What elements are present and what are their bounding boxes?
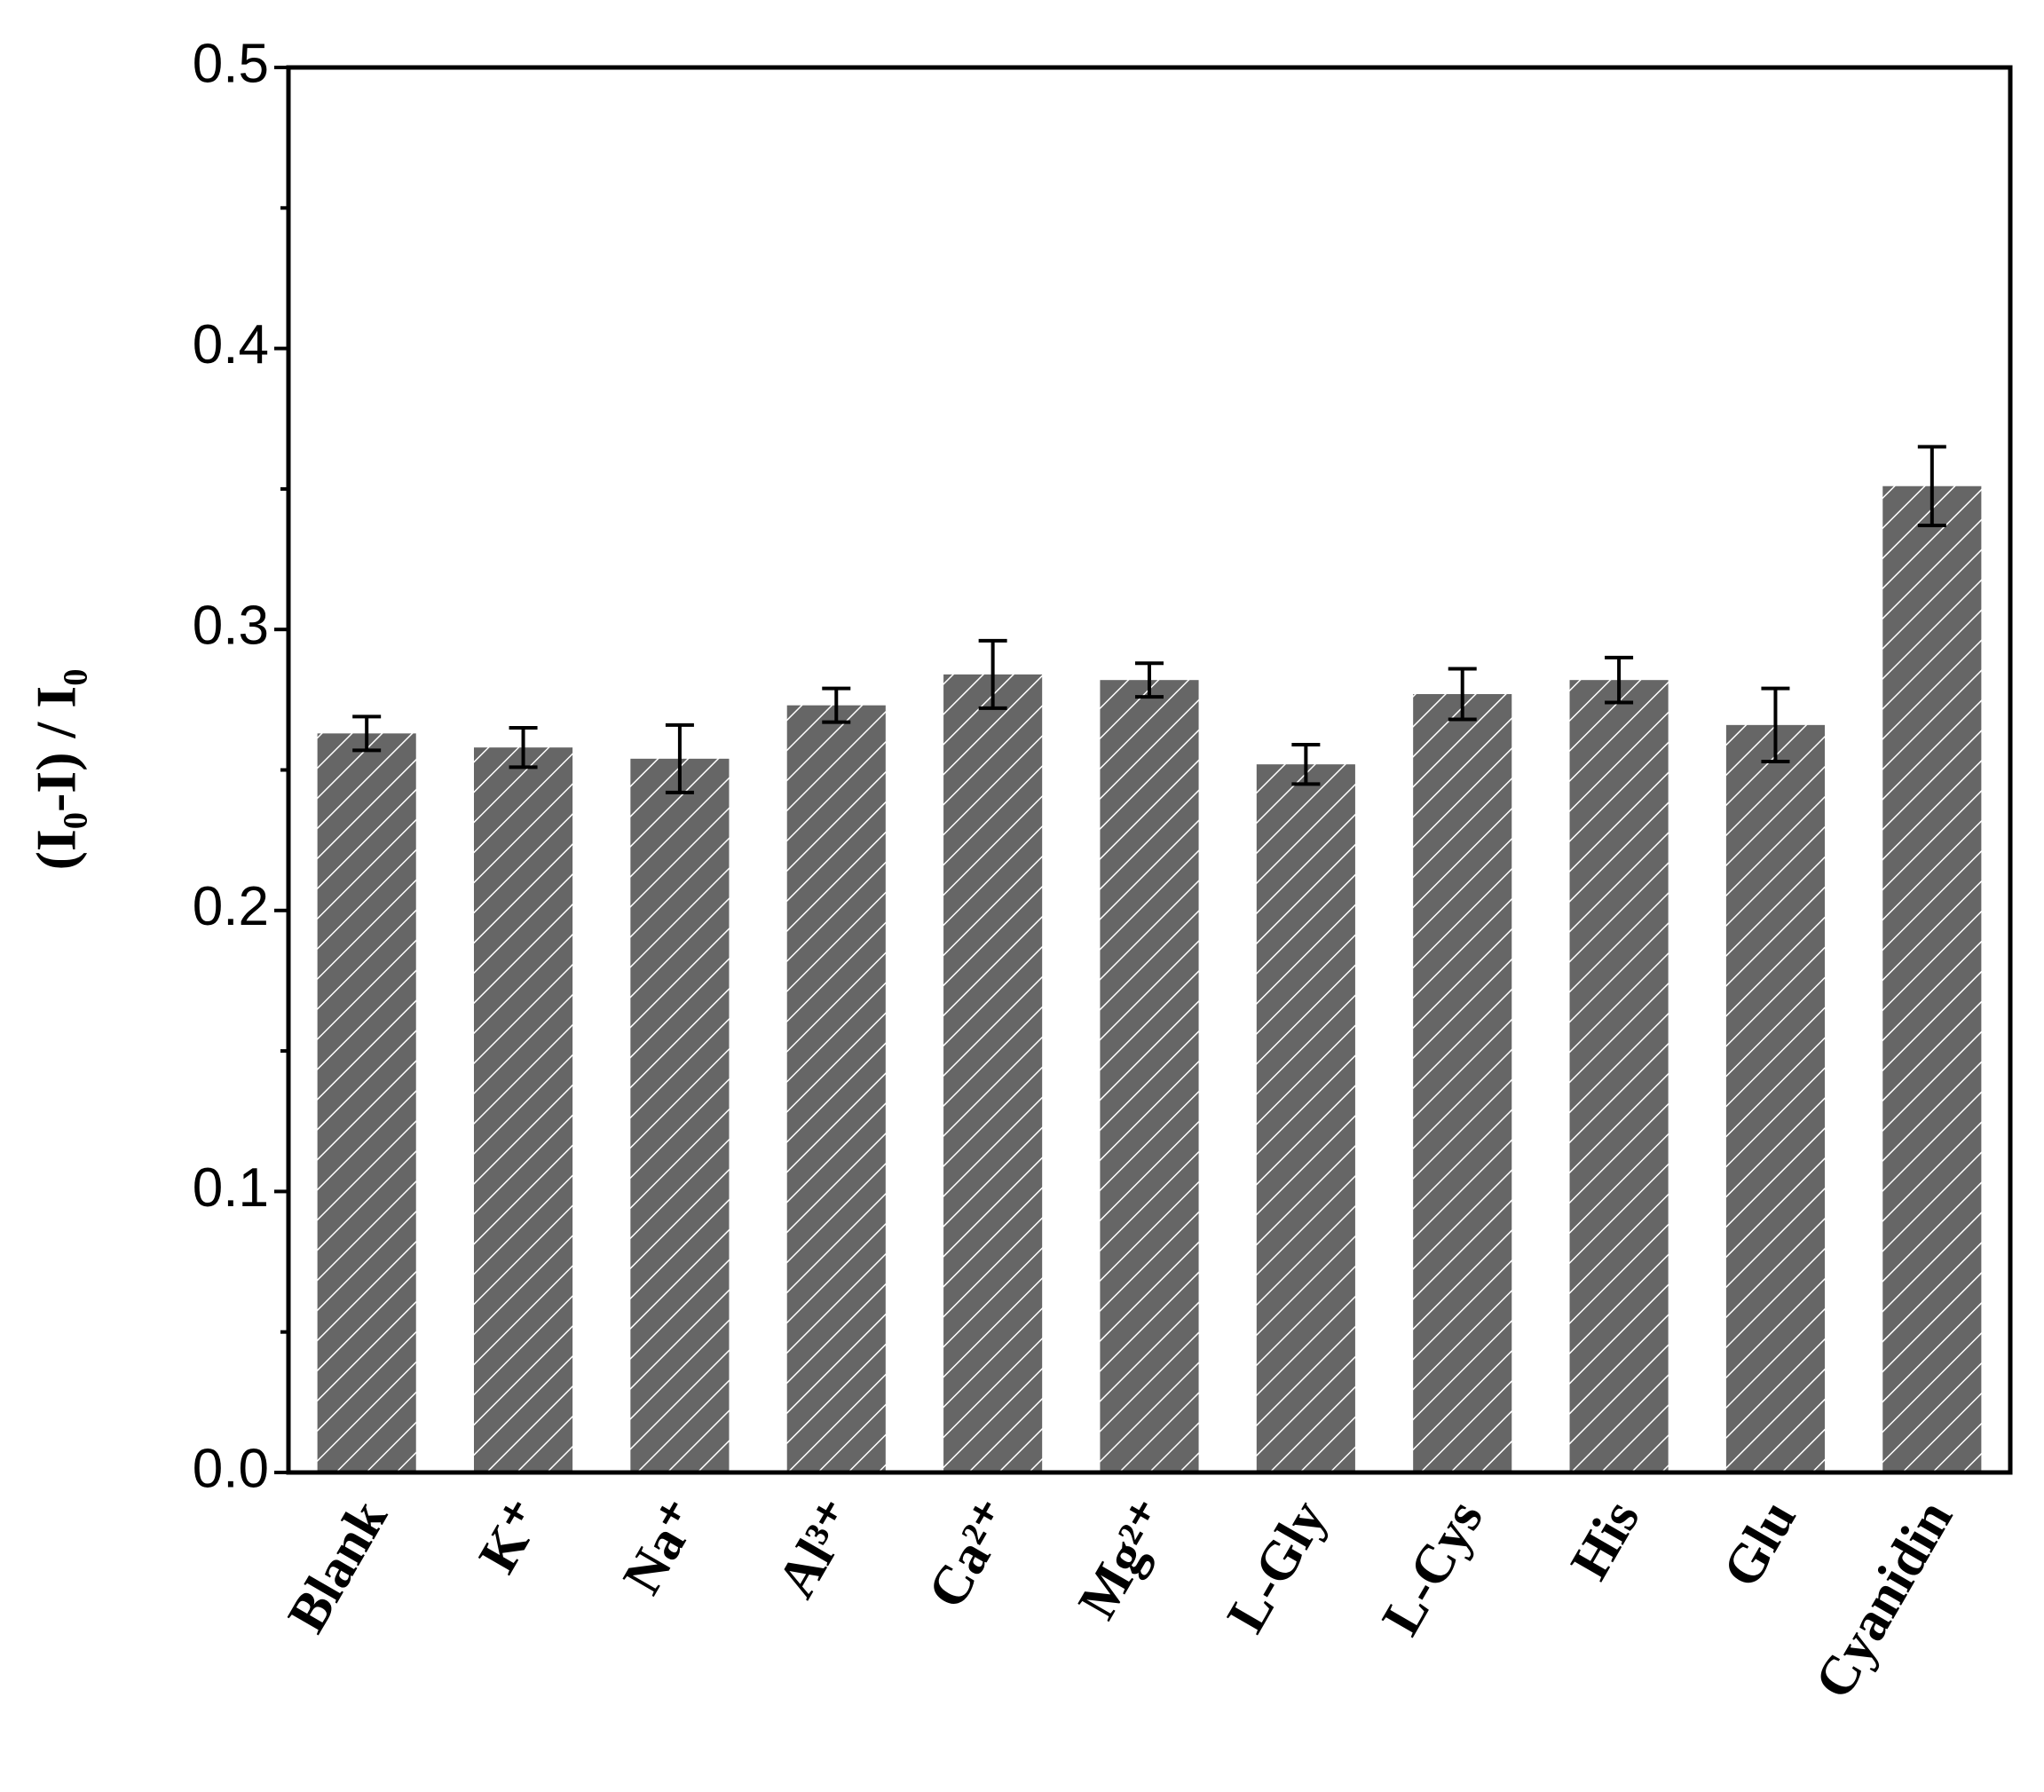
error-bar [1135, 661, 1164, 699]
y-tick-label: 0.2 [193, 876, 269, 937]
bar [473, 747, 573, 1472]
bar [630, 758, 730, 1472]
error-bar [978, 638, 1007, 710]
error-bar [822, 686, 851, 724]
error-bar [1291, 743, 1321, 786]
error-bar [1917, 445, 1946, 528]
bar [1882, 485, 1982, 1472]
y-tick-label: 0.3 [193, 596, 269, 657]
y-tick-label: 0.4 [193, 314, 269, 375]
bar [1413, 694, 1512, 1472]
error-bar [1605, 655, 1634, 705]
error-bar [1761, 686, 1790, 764]
bar [1256, 764, 1355, 1472]
bar [786, 705, 886, 1472]
y-tick-label: 0.1 [193, 1157, 269, 1219]
bar [1100, 680, 1199, 1472]
bar [1725, 724, 1826, 1472]
error-bar [352, 714, 382, 753]
x-tick-label: His [1559, 1490, 1652, 1590]
bar [943, 674, 1043, 1472]
bar [317, 733, 416, 1472]
x-tick-label: Mg²⁺ [1067, 1490, 1181, 1629]
x-tick-label: Ca²⁺ [917, 1490, 1025, 1618]
y-tick-label: 0.0 [193, 1438, 269, 1499]
x-tick-label: Na⁺ [612, 1490, 712, 1604]
x-tick-label: Glu [1711, 1490, 1808, 1598]
x-tick-label: K⁺ [468, 1490, 556, 1583]
x-tick-label: Al³⁺ [766, 1490, 869, 1607]
error-bar [665, 722, 694, 794]
error-bar [509, 726, 538, 770]
plot-frame [286, 65, 2013, 1475]
bar [1569, 680, 1669, 1472]
y-axis-label: (I₀-I) / I₀ [25, 669, 88, 871]
x-tick-label: Cyanidin [1803, 1490, 1964, 1709]
x-tick-label: L-Gly [1216, 1490, 1338, 1642]
error-bar [1448, 667, 1477, 722]
x-tick-label: Blank [276, 1490, 399, 1643]
y-tick-label: 0.5 [193, 33, 269, 94]
x-tick-label: L-Cys [1370, 1490, 1495, 1645]
